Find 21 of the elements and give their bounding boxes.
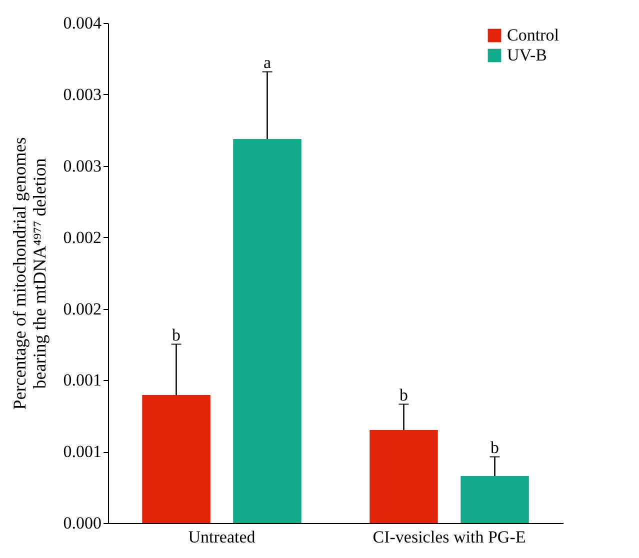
bar	[233, 139, 302, 523]
legend-label: UV-B	[507, 46, 547, 64]
y-tick-label: 0.001	[63, 442, 102, 462]
y-tick-label: 0.001	[63, 370, 102, 390]
legend-label: Control	[507, 26, 560, 44]
bar	[370, 430, 438, 523]
y-tick-label: 0.003	[63, 84, 102, 104]
annotation: b	[490, 438, 499, 457]
x-tick-label: CI-vesicles with PG-E	[372, 528, 526, 546]
bar	[460, 476, 529, 523]
annotation: b	[400, 385, 408, 404]
x-tick-label: Untreated	[188, 528, 256, 546]
annotation: a	[263, 52, 272, 72]
y-tick-label: 0.004	[63, 14, 102, 32]
y-tick-label: 0.003	[63, 156, 102, 176]
y-tick-label: 0.000	[63, 514, 102, 532]
annotation: b	[172, 325, 180, 344]
y-axis-title: Percentage of mitochondrial genomes bearing the mtDNA⁴⁹⁷⁷ deletion	[9, 137, 50, 410]
bar	[142, 395, 210, 523]
y-tick-label: 0.002	[63, 228, 102, 247]
y-tick-label: 0.002	[63, 299, 102, 318]
